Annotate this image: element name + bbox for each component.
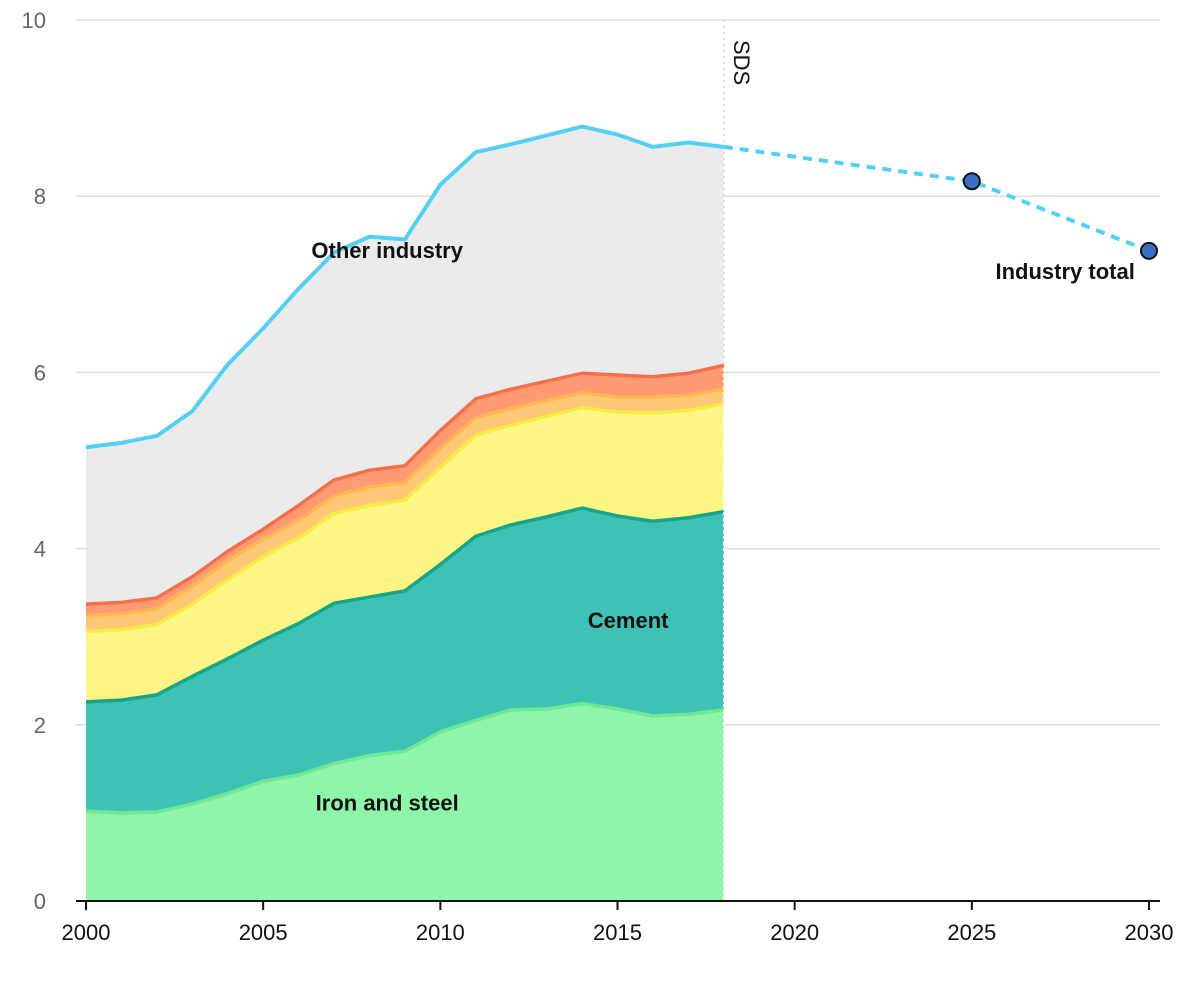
series-lines	[85, 363, 725, 815]
y-tick-label-4: 4	[34, 537, 46, 562]
area-layer-3	[86, 404, 724, 702]
line-top-layer-4	[85, 387, 725, 618]
line-top-cement	[85, 506, 725, 704]
label-other-industry: Other industry	[311, 238, 463, 263]
area-cement	[86, 508, 724, 813]
axes: 2000 2005 2010 2015 2020 2025 2030 0 2 4 6 8 10	[22, 8, 1174, 945]
industry-total-projection	[723, 144, 1150, 253]
label-industry-total: Industry total	[995, 259, 1134, 284]
line-top-iron-and-steel	[85, 701, 725, 815]
y-tick-label-6: 6	[34, 360, 46, 385]
marker-2030	[1140, 241, 1158, 260]
area-layers	[86, 128, 724, 901]
x-tick-label-2010: 2010	[416, 920, 465, 945]
x-tick-label-2030: 2030	[1125, 920, 1174, 945]
annotations: Other industry Cement Iron and steel Indust…	[311, 238, 1134, 815]
x-tick-label-2025: 2025	[947, 920, 996, 945]
y-tick-label-2: 2	[34, 713, 46, 738]
industry-total-line	[85, 124, 1158, 450]
x-tick-label-2020: 2020	[770, 920, 819, 945]
y-tick-label-10: 10	[22, 8, 46, 33]
area-other-industry	[86, 128, 724, 605]
line-top-layer-5	[85, 363, 725, 606]
x-tick-label-2005: 2005	[239, 920, 288, 945]
line-top-layer-3	[85, 402, 725, 634]
y-tick-label-8: 8	[34, 184, 46, 209]
sds-label: SDS	[729, 40, 754, 85]
label-cement: Cement	[588, 608, 669, 633]
x-tick-label-2015: 2015	[593, 920, 642, 945]
marker-2025	[962, 172, 981, 191]
sds-divider: SDS	[722, 20, 754, 901]
area-layer-5	[86, 365, 724, 616]
label-iron-and-steel: Iron and steel	[316, 790, 459, 815]
y-tick-label-0: 0	[34, 889, 46, 914]
area-iron-and-steel	[86, 703, 724, 901]
x-tick-label-2000: 2000	[62, 920, 111, 945]
industry-total-historical	[85, 124, 725, 450]
